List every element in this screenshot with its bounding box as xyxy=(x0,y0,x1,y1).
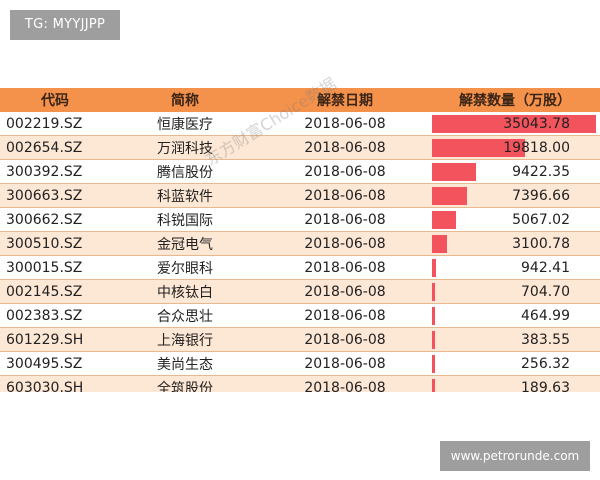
amount-bar xyxy=(432,355,435,373)
cell-date: 2018-06-08 xyxy=(260,159,430,184)
amount-bar xyxy=(432,379,435,392)
cell-date: 2018-06-08 xyxy=(260,327,430,352)
cell-date: 2018-06-08 xyxy=(260,303,430,328)
footer-url-label: www.petrorunde.com xyxy=(440,441,590,471)
cell-date: 2018-06-08 xyxy=(260,112,430,136)
cell-amount: 256.32 xyxy=(430,351,600,376)
cell-name: 科锐国际 xyxy=(110,207,260,232)
amount-bar xyxy=(432,259,436,277)
cell-code: 300510.SZ xyxy=(0,231,110,256)
cell-code: 300663.SZ xyxy=(0,183,110,208)
header-name: 简称 xyxy=(110,88,260,112)
cell-date: 2018-06-08 xyxy=(260,375,430,392)
cell-amount: 19818.00 xyxy=(430,135,600,160)
cell-amount: 35043.78 xyxy=(430,112,600,136)
header-amount: 解禁数量（万股） xyxy=(430,88,600,112)
cell-amount: 464.99 xyxy=(430,303,600,328)
cell-name: 爱尔眼科 xyxy=(110,255,260,280)
amount-value: 942.41 xyxy=(521,259,570,276)
cell-amount: 704.70 xyxy=(430,279,600,304)
amount-value: 5067.02 xyxy=(512,211,570,228)
amount-value: 7396.66 xyxy=(512,187,570,204)
amount-bar xyxy=(432,211,456,229)
cell-name: 全筑股份 xyxy=(110,375,260,392)
cell-amount: 383.55 xyxy=(430,327,600,352)
cell-code: 300392.SZ xyxy=(0,159,110,184)
cell-code: 300495.SZ xyxy=(0,351,110,376)
table-row: 002383.SZ 合众思壮 2018-06-08 464.99 xyxy=(0,303,600,328)
cell-name: 美尚生态 xyxy=(110,351,260,376)
cell-date: 2018-06-08 xyxy=(260,255,430,280)
table-row: 300663.SZ 科蓝软件 2018-06-08 7396.66 xyxy=(0,183,600,208)
cell-date: 2018-06-08 xyxy=(260,135,430,160)
amount-bar xyxy=(432,307,435,325)
cell-name: 万润科技 xyxy=(110,135,260,160)
table-row: 002145.SZ 中核钛白 2018-06-08 704.70 xyxy=(0,279,600,304)
cell-code: 300015.SZ xyxy=(0,255,110,280)
unlock-table: 代码 简称 解禁日期 解禁数量（万股） 002219.SZ 恒康医疗 2018-06… xyxy=(0,88,600,392)
tg-label: TG: MYYJJPP xyxy=(10,10,120,40)
amount-bar xyxy=(432,163,476,181)
table-row: 601229.SH 上海银行 2018-06-08 383.55 xyxy=(0,327,600,352)
amount-value: 383.55 xyxy=(521,331,570,348)
cell-date: 2018-06-08 xyxy=(260,351,430,376)
amount-value: 256.32 xyxy=(521,355,570,372)
cell-name: 合众思壮 xyxy=(110,303,260,328)
cell-amount: 942.41 xyxy=(430,255,600,280)
table-body: 002219.SZ 恒康医疗 2018-06-08 35043.78 002654.SZ… xyxy=(0,112,600,392)
cell-date: 2018-06-08 xyxy=(260,279,430,304)
cell-code: 300662.SZ xyxy=(0,207,110,232)
table-row: 300392.SZ 腾信股份 2018-06-08 9422.35 xyxy=(0,159,600,184)
amount-bar xyxy=(432,187,467,205)
cell-code: 002654.SZ xyxy=(0,135,110,160)
cell-code: 601229.SH xyxy=(0,327,110,352)
table-row: 300662.SZ 科锐国际 2018-06-08 5067.02 xyxy=(0,207,600,232)
header-code: 代码 xyxy=(0,88,110,112)
cell-amount: 5067.02 xyxy=(430,207,600,232)
table-row: 603030.SH 全筑股份 2018-06-08 189.63 xyxy=(0,375,600,393)
cell-name: 中核钛白 xyxy=(110,279,260,304)
table-row: 300015.SZ 爱尔眼科 2018-06-08 942.41 xyxy=(0,255,600,280)
cell-name: 腾信股份 xyxy=(110,159,260,184)
cell-amount: 189.63 xyxy=(430,375,600,393)
amount-bar xyxy=(432,115,596,133)
amount-bar xyxy=(432,331,435,349)
unlock-table-container: 代码 简称 解禁日期 解禁数量（万股） 002219.SZ 恒康医疗 2018-06… xyxy=(0,88,600,392)
table-row: 300510.SZ 金冠电气 2018-06-08 3100.78 xyxy=(0,231,600,256)
cell-amount: 3100.78 xyxy=(430,231,600,256)
amount-value: 464.99 xyxy=(521,307,570,324)
table-header-row: 代码 简称 解禁日期 解禁数量（万股） xyxy=(0,88,600,112)
amount-value: 704.70 xyxy=(521,283,570,300)
cell-name: 恒康医疗 xyxy=(110,112,260,136)
amount-value: 35043.78 xyxy=(503,115,570,132)
amount-bar xyxy=(432,283,435,301)
table-row: 300495.SZ 美尚生态 2018-06-08 256.32 xyxy=(0,351,600,376)
cell-code: 002219.SZ xyxy=(0,112,110,136)
table-row: 002219.SZ 恒康医疗 2018-06-08 35043.78 xyxy=(0,112,600,136)
table-row: 002654.SZ 万润科技 2018-06-08 19818.00 xyxy=(0,135,600,160)
amount-value: 9422.35 xyxy=(512,163,570,180)
cell-name: 科蓝软件 xyxy=(110,183,260,208)
cell-date: 2018-06-08 xyxy=(260,231,430,256)
cell-amount: 7396.66 xyxy=(430,183,600,208)
amount-bar xyxy=(432,235,447,253)
cell-date: 2018-06-08 xyxy=(260,207,430,232)
cell-date: 2018-06-08 xyxy=(260,183,430,208)
cell-amount: 9422.35 xyxy=(430,159,600,184)
amount-value: 19818.00 xyxy=(503,139,570,156)
amount-value: 189.63 xyxy=(521,379,570,393)
cell-code: 002145.SZ xyxy=(0,279,110,304)
amount-bar xyxy=(432,139,525,157)
amount-value: 3100.78 xyxy=(512,235,570,252)
cell-code: 002383.SZ xyxy=(0,303,110,328)
cell-name: 上海银行 xyxy=(110,327,260,352)
header-date: 解禁日期 xyxy=(260,88,430,112)
cell-name: 金冠电气 xyxy=(110,231,260,256)
cell-code: 603030.SH xyxy=(0,375,110,392)
